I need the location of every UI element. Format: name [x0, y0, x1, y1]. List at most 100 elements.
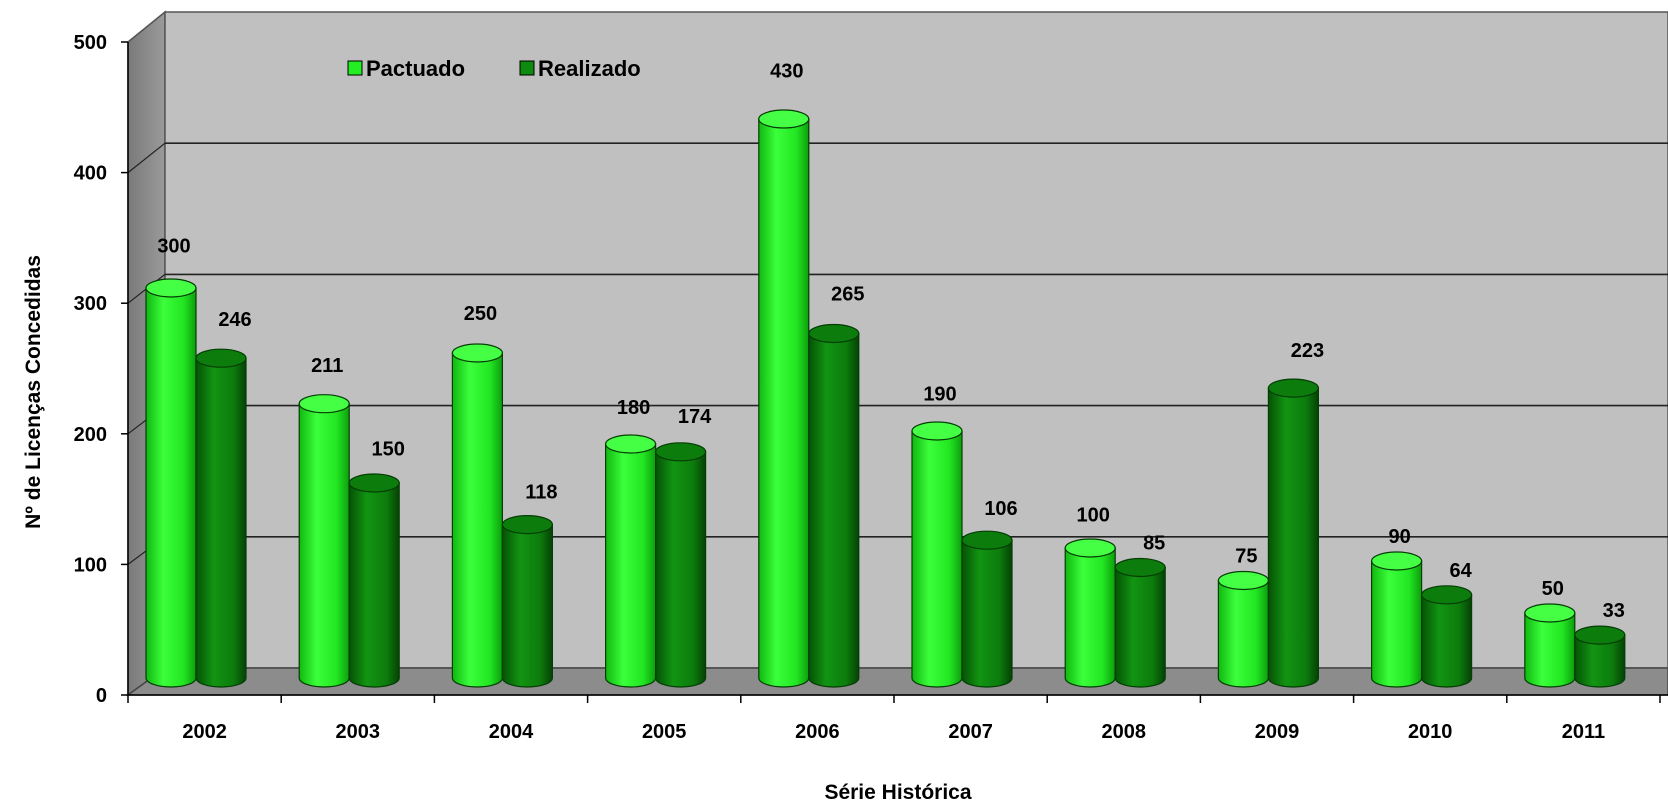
bar-body [195, 357, 247, 688]
bar-body [758, 118, 810, 688]
bar-body [655, 451, 707, 688]
y-tick-label: 0 [96, 685, 107, 707]
bar-top [145, 278, 197, 298]
data-label-realizado: 246 [218, 309, 251, 331]
bar-top [1064, 538, 1116, 558]
bar-body [808, 332, 860, 688]
bar-top [348, 473, 400, 493]
bars [145, 109, 1626, 688]
bar-pactuado-2007 [911, 421, 963, 688]
bar-top [501, 514, 554, 535]
bar-pactuado-2011 [1524, 603, 1576, 688]
data-label-pactuado: 211 [311, 355, 343, 377]
bar-body [451, 352, 503, 688]
legend-swatch-realizado [519, 60, 535, 76]
bar-pactuado-2010 [1370, 551, 1423, 688]
bar-pactuado-2006 [758, 109, 810, 688]
x-tick-label: 2002 [182, 721, 227, 743]
bar-body [1371, 560, 1423, 688]
bar-top [1420, 585, 1473, 605]
bar-body [1267, 387, 1319, 688]
data-label-pactuado: 250 [464, 303, 497, 325]
data-label-pactuado: 75 [1235, 546, 1257, 568]
grid-line-side [127, 142, 166, 174]
data-label-realizado: 223 [1291, 340, 1324, 362]
x-tick-label: 2003 [336, 721, 381, 743]
data-label-pactuado: 300 [157, 236, 190, 258]
x-tick-label: 2008 [1102, 721, 1147, 743]
bar-body [911, 430, 963, 688]
legend-label-pactuado: Pactuado [366, 56, 465, 81]
bar-realizado-2002 [195, 348, 247, 688]
bar-top [451, 343, 503, 363]
data-label-pactuado: 90 [1388, 526, 1410, 548]
bar-top [961, 530, 1013, 550]
bar-pactuado-2005 [604, 434, 657, 688]
x-tick-label: 2010 [1408, 721, 1453, 743]
bar-realizado-2006 [808, 323, 860, 688]
bar-realizado-2004 [501, 514, 554, 688]
bar-pactuado-2004 [451, 343, 503, 688]
data-label-realizado: 150 [372, 439, 405, 461]
legend: Pactuado Realizado [347, 56, 641, 81]
data-label-pactuado: 180 [617, 397, 650, 419]
data-label-realizado: 85 [1143, 533, 1165, 555]
bar-top [1114, 557, 1166, 578]
x-tick-label: 2011 [1562, 721, 1605, 743]
bar-top [1370, 551, 1423, 571]
y-tick-label: 200 [74, 424, 107, 446]
bar-pactuado-2009 [1217, 570, 1270, 688]
data-label-realizado: 174 [678, 406, 712, 428]
bar-body [1524, 612, 1576, 688]
data-labels: 300 246 211 150 250 118 180 174 430 265 190 106 100 8… [157, 61, 1625, 622]
bar-realizado-2011 [1574, 625, 1626, 688]
bar-realizado-2009 [1267, 378, 1320, 688]
bar-top [1524, 603, 1576, 623]
bar-top [195, 348, 247, 368]
x-tick-label: 2006 [795, 721, 840, 743]
legend-swatch-pactuado [347, 60, 363, 76]
y-axis-title: Nº de Licenças Concedidas [22, 255, 45, 529]
y-tick-label: 300 [74, 293, 107, 315]
bar-top [808, 323, 860, 344]
bar-top [654, 442, 707, 462]
bar-realizado-2007 [961, 530, 1013, 688]
bar-top [1217, 570, 1270, 591]
data-label-pactuado: 190 [923, 383, 956, 405]
bar-body [1217, 579, 1269, 688]
bar-body [605, 443, 657, 688]
x-axis: 2002 2003 2004 2005 2006 2007 2008 2009 2010 2011 [127, 694, 1668, 743]
x-tick-label: 2009 [1255, 721, 1300, 743]
bar-top [758, 109, 810, 129]
bar-top [1267, 378, 1320, 398]
x-tick-label: 2007 [948, 721, 993, 743]
legend-label-realizado: Realizado [538, 56, 641, 81]
y-axis: 0 100 200 300 400 500 [74, 32, 129, 707]
bar-body [298, 403, 350, 688]
bar-top [911, 421, 963, 441]
bar-body [348, 482, 400, 688]
data-label-realizado: 118 [525, 482, 557, 504]
bar-realizado-2005 [654, 442, 707, 688]
y-tick-label: 100 [74, 554, 107, 576]
bar-pactuado-2008 [1064, 538, 1116, 688]
bar-pactuado-2002 [145, 278, 197, 688]
bar-body [145, 287, 197, 688]
x-tick-label: 2005 [642, 721, 687, 743]
y-tick-label: 500 [74, 32, 107, 54]
data-label-realizado: 265 [831, 283, 864, 305]
data-label-pactuado: 100 [1077, 505, 1110, 527]
bar-body [1421, 594, 1473, 688]
data-label-realizado: 64 [1449, 560, 1472, 582]
data-label-realizado: 33 [1603, 600, 1625, 622]
bar-realizado-2008 [1114, 557, 1166, 688]
x-axis-title: Série Histórica [824, 781, 971, 802]
bar-body [961, 539, 1013, 688]
bar-body [1114, 566, 1166, 688]
bar-top [1574, 625, 1626, 645]
bar-top [298, 394, 350, 414]
bar-realizado-2010 [1420, 585, 1473, 688]
data-label-pactuado: 50 [1542, 578, 1564, 600]
bar-pactuado-2003 [298, 394, 350, 688]
